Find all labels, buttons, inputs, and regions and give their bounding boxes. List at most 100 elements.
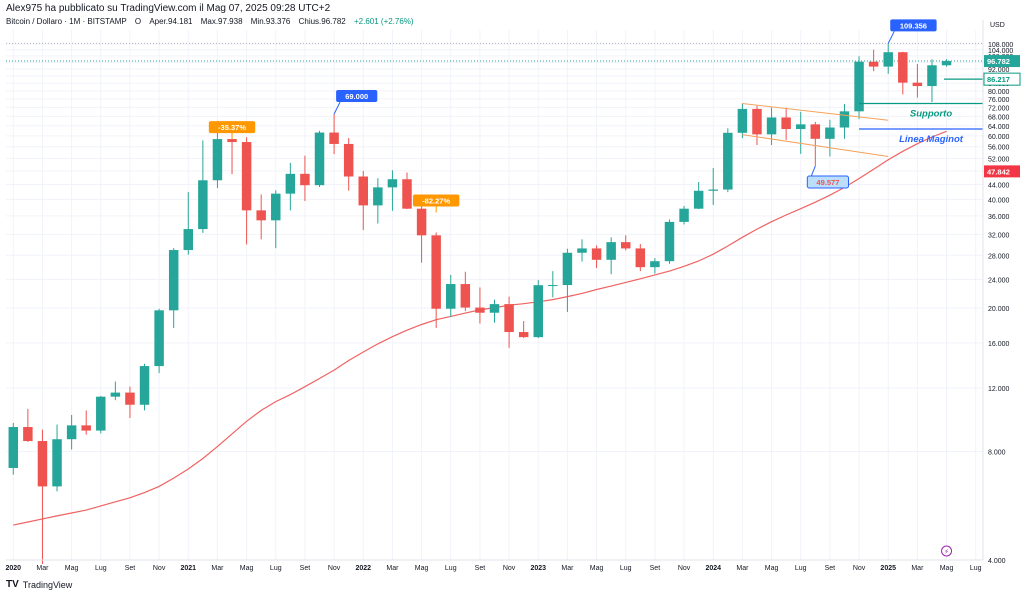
- x-tick-label: Nov: [153, 565, 166, 572]
- legend-change: +2.601 (+2.76%): [353, 17, 414, 26]
- legend-low: Min.93.376: [250, 17, 291, 26]
- x-tick-label: Mag: [590, 565, 604, 572]
- symbol-legend: Bitcoin / Dollaro · 1M · BITSTAMP O Aper…: [6, 17, 414, 26]
- candle-body: [518, 332, 529, 338]
- candle-body: [81, 425, 91, 431]
- candle-body: [533, 285, 543, 338]
- x-tick-label: 2020: [6, 565, 22, 572]
- x-tick-label: 2025: [880, 565, 896, 572]
- x-tick-label: Set: [300, 565, 311, 572]
- candle-body: [314, 132, 325, 186]
- candle-body: [941, 61, 952, 66]
- candle-body: [912, 82, 923, 87]
- candle-body: [212, 139, 223, 181]
- y-tick-label: 40.000: [988, 197, 1010, 204]
- candle-body: [416, 208, 427, 236]
- x-tick-label: Mag: [415, 565, 429, 572]
- candlestick-series: [8, 43, 952, 564]
- y-tick-label: 4.000: [988, 558, 1006, 565]
- candle-body: [446, 284, 456, 309]
- x-tick-label: Lug: [270, 565, 282, 572]
- callout-label: 109.356: [900, 21, 927, 30]
- candle-body: [373, 187, 383, 206]
- channel-line: [742, 103, 889, 121]
- x-tick-label: Set: [125, 565, 136, 572]
- y-tick-label: 60.000: [988, 134, 1010, 141]
- candle-body: [620, 242, 631, 249]
- candle-body: [708, 189, 718, 191]
- candle-body: [125, 392, 135, 405]
- candle-body: [300, 173, 310, 186]
- candle-body: [854, 61, 864, 112]
- candle-body: [868, 61, 879, 67]
- symbol-name[interactable]: Bitcoin / Dollaro · 1M · BITSTAMP: [6, 17, 127, 26]
- candle-body: [475, 307, 485, 313]
- candle-body: [329, 132, 339, 144]
- time-axis[interactable]: 2020 Mar Mag Lug Set Nov 2021 Mar Mag Lug Set Nov 20…: [6, 559, 983, 572]
- x-tick-label: Nov: [328, 565, 341, 572]
- y-tick-label: 104.000: [988, 48, 1013, 55]
- x-tick-label: Mar: [911, 565, 924, 572]
- y-tick-label: 80.000: [988, 89, 1010, 96]
- tradingview-logo[interactable]: TV TradingView: [6, 579, 72, 590]
- y-tick-label: 20.000: [988, 306, 1010, 313]
- x-tick-label: Lug: [445, 565, 457, 572]
- x-tick-label: Mag: [65, 565, 79, 572]
- x-tick-label: Mar: [211, 565, 224, 572]
- candle-body: [52, 439, 62, 487]
- lightning-glyph: ⚡: [944, 548, 949, 556]
- y-tick-label: 108.000: [988, 42, 1013, 49]
- x-tick-label: Mag: [240, 565, 254, 572]
- callout-pointer: [810, 165, 816, 177]
- channel-line: [742, 134, 889, 158]
- y-tick-label: 12.000: [988, 386, 1010, 393]
- candle-body: [723, 132, 733, 190]
- candle-body: [489, 304, 500, 313]
- callout-box: [412, 194, 460, 207]
- candle-body: [650, 261, 660, 268]
- callout-box: [890, 19, 937, 32]
- x-tick-label: Lug: [795, 565, 807, 572]
- candle-body: [110, 392, 121, 397]
- price-tag: [984, 55, 1020, 68]
- x-tick-label: Set: [825, 565, 836, 572]
- candle-body: [8, 427, 19, 468]
- price-axis[interactable]: 4.000 8.000 12.000 16.000 20.000 24.000 28.000…: [982, 20, 1021, 565]
- x-tick-label: Nov: [678, 565, 691, 572]
- candle-body: [285, 173, 296, 194]
- candle-body: [271, 193, 281, 221]
- candle-body: [96, 396, 106, 431]
- y-tick-label: 56.000: [988, 145, 1010, 152]
- x-tick-label: Mag: [940, 565, 954, 572]
- candle-body: [37, 441, 48, 487]
- candle-body: [139, 366, 150, 405]
- x-tick-label: Nov: [503, 565, 516, 572]
- candle-body: [23, 427, 33, 442]
- legend-open: Aper.94.181: [149, 17, 193, 26]
- candle-body: [504, 304, 514, 333]
- candle-body: [460, 284, 471, 308]
- x-tick-label: Mar: [561, 565, 574, 572]
- y-tick-label: 28.000: [988, 253, 1010, 260]
- candle-body: [664, 221, 675, 262]
- candle-body: [839, 111, 850, 128]
- candle-body: [548, 285, 558, 287]
- price-tag-label: 96.782: [987, 57, 1010, 66]
- x-tick-label: Lug: [620, 565, 632, 572]
- y-tick-label: 8.000: [988, 449, 1006, 456]
- price-tag-label: 86.217: [987, 75, 1010, 84]
- candle-body: [693, 190, 704, 209]
- candle-body: [752, 108, 762, 135]
- tradingview-mark-icon: TV: [6, 579, 19, 590]
- price-tag: [984, 165, 1020, 178]
- callout-label: 69.000: [345, 92, 368, 101]
- y-tick-label: 76.000: [988, 97, 1010, 104]
- callout-box: [336, 90, 378, 103]
- x-tick-label: Lug: [970, 565, 982, 572]
- candle-body: [737, 108, 748, 133]
- x-tick-label: Mar: [736, 565, 749, 572]
- x-tick-label: Nov: [853, 565, 866, 572]
- candle-body: [241, 142, 252, 211]
- candle-body: [795, 124, 806, 130]
